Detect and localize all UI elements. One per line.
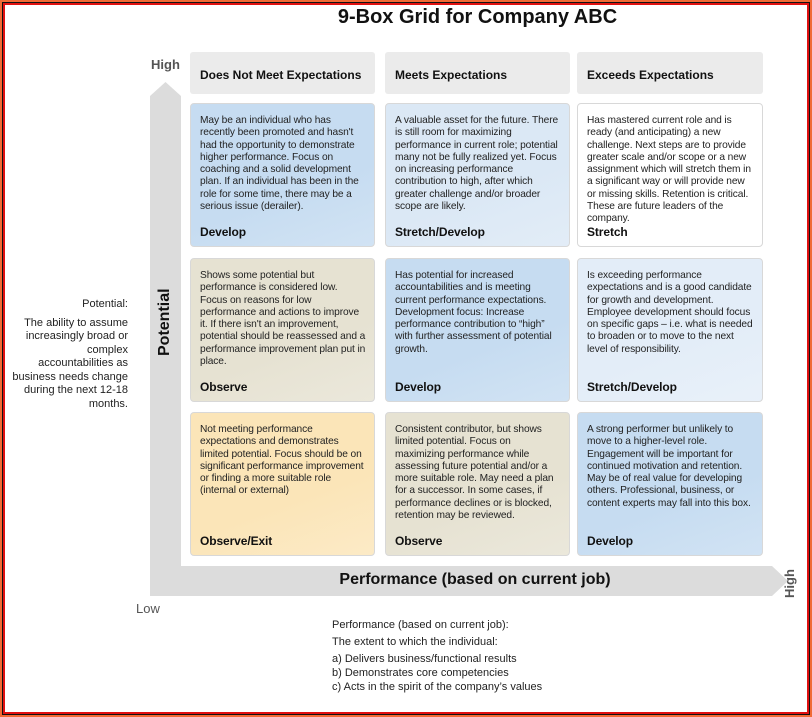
column-header-meets: Meets Expectations [385,52,570,94]
column-header-does-not-meet: Does Not Meet Expectations [190,52,375,94]
performance-desc-item: a) Delivers business/functional results [332,653,517,665]
cell-label: Stretch/Develop [395,224,485,239]
grid-cell: Not meeting performance expectations and… [190,412,375,556]
cell-label: Develop [200,224,246,239]
potential-axis-arrow [150,82,181,596]
cell-text: Has mastered current role and is ready (… [587,115,751,225]
cell-text: A valuable asset for the future. There i… [395,115,559,213]
potential-description: Potential: The ability to assume increas… [10,298,128,411]
performance-axis-arrow [150,566,788,596]
column-header-exceeds: Exceeds Expectations [577,52,763,94]
grid-cell: Is exceeding performance expectations an… [577,258,763,402]
cell-text: Has potential for increased accountabili… [395,270,552,355]
performance-description: Performance (based on current job): The … [332,618,542,694]
cell-label: Observe [395,533,443,548]
page-title: 9-Box Grid for Company ABC [337,6,618,28]
cell-label: Stretch [587,224,628,239]
grid-cell: Has potential for increased accountabili… [385,258,570,402]
performance-high-label: High [782,569,797,598]
cell-label: Observe [200,379,248,394]
cell-label: Stretch/Develop [587,379,677,394]
performance-desc-title: Performance (based on current job): [332,619,509,631]
cell-text: May be an individual who has recently be… [200,115,359,213]
potential-desc-text: The ability to assume increasingly broad… [12,316,128,410]
cell-label: Observe/Exit [200,533,273,548]
cell-text: Is exceeding performance expectations an… [587,270,753,355]
cell-text: Consistent contributor, but shows limite… [395,424,554,522]
cell-label: Develop [395,379,441,394]
grid-cell: Consistent contributor, but shows limite… [385,412,570,556]
performance-desc-intro: The extent to which the individual: [332,636,498,648]
cell-text: A strong performer but unlikely to move … [587,424,751,509]
potential-desc-title: Potential: [82,298,128,310]
performance-desc-item: c) Acts in the spirit of the company’s v… [332,681,543,693]
potential-high-label: High [151,57,180,72]
cell-label: Develop [587,533,633,548]
potential-axis-label: Potential [156,288,173,356]
grid-cell: A strong performer but unlikely to move … [577,412,763,556]
performance-axis-label: Performance (based on current job) [339,571,611,588]
performance-desc-item: b) Demonstrates core competencies [332,667,509,679]
cell-text: Not meeting performance expectations and… [200,424,364,497]
grid-cell: May be an individual who has recently be… [190,103,375,247]
grid-cell: Has mastered current role and is ready (… [577,103,763,247]
grid-cell: Shows some potential but performance is … [190,258,375,402]
low-label: Low [136,601,160,616]
cell-text: Shows some potential but performance is … [200,270,366,368]
grid-cell: A valuable asset for the future. There i… [385,103,570,247]
